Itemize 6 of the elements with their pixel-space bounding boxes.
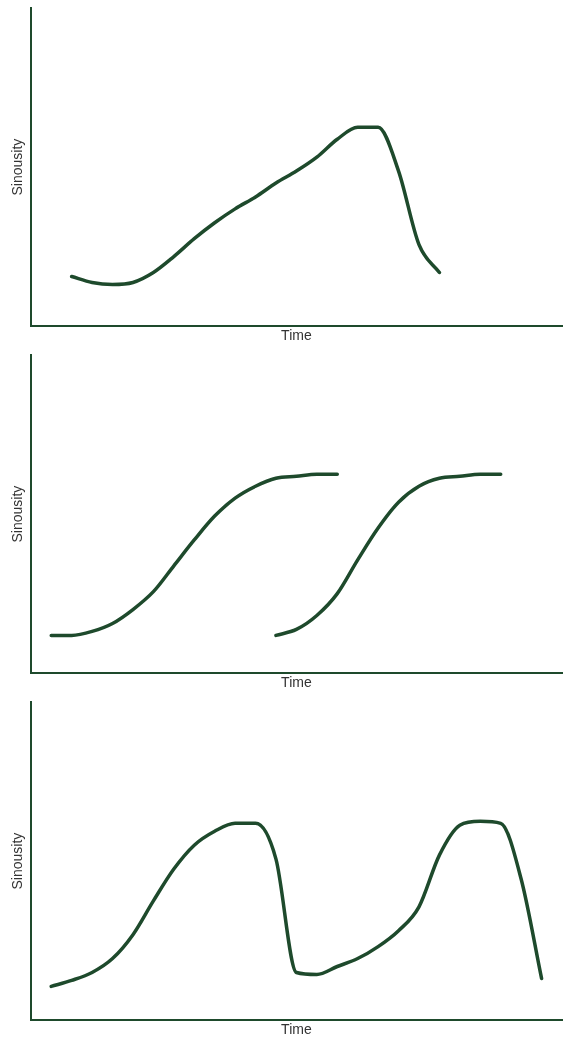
x-axis-title: Time — [281, 327, 312, 344]
y-axis-title: Sinousity — [9, 832, 26, 890]
x-axis-title: Time — [281, 674, 312, 691]
y-axis-title: Sinousity — [9, 138, 26, 196]
x-axis-title: Time — [281, 1021, 312, 1038]
y-axis-title: Sinousity — [9, 485, 26, 543]
